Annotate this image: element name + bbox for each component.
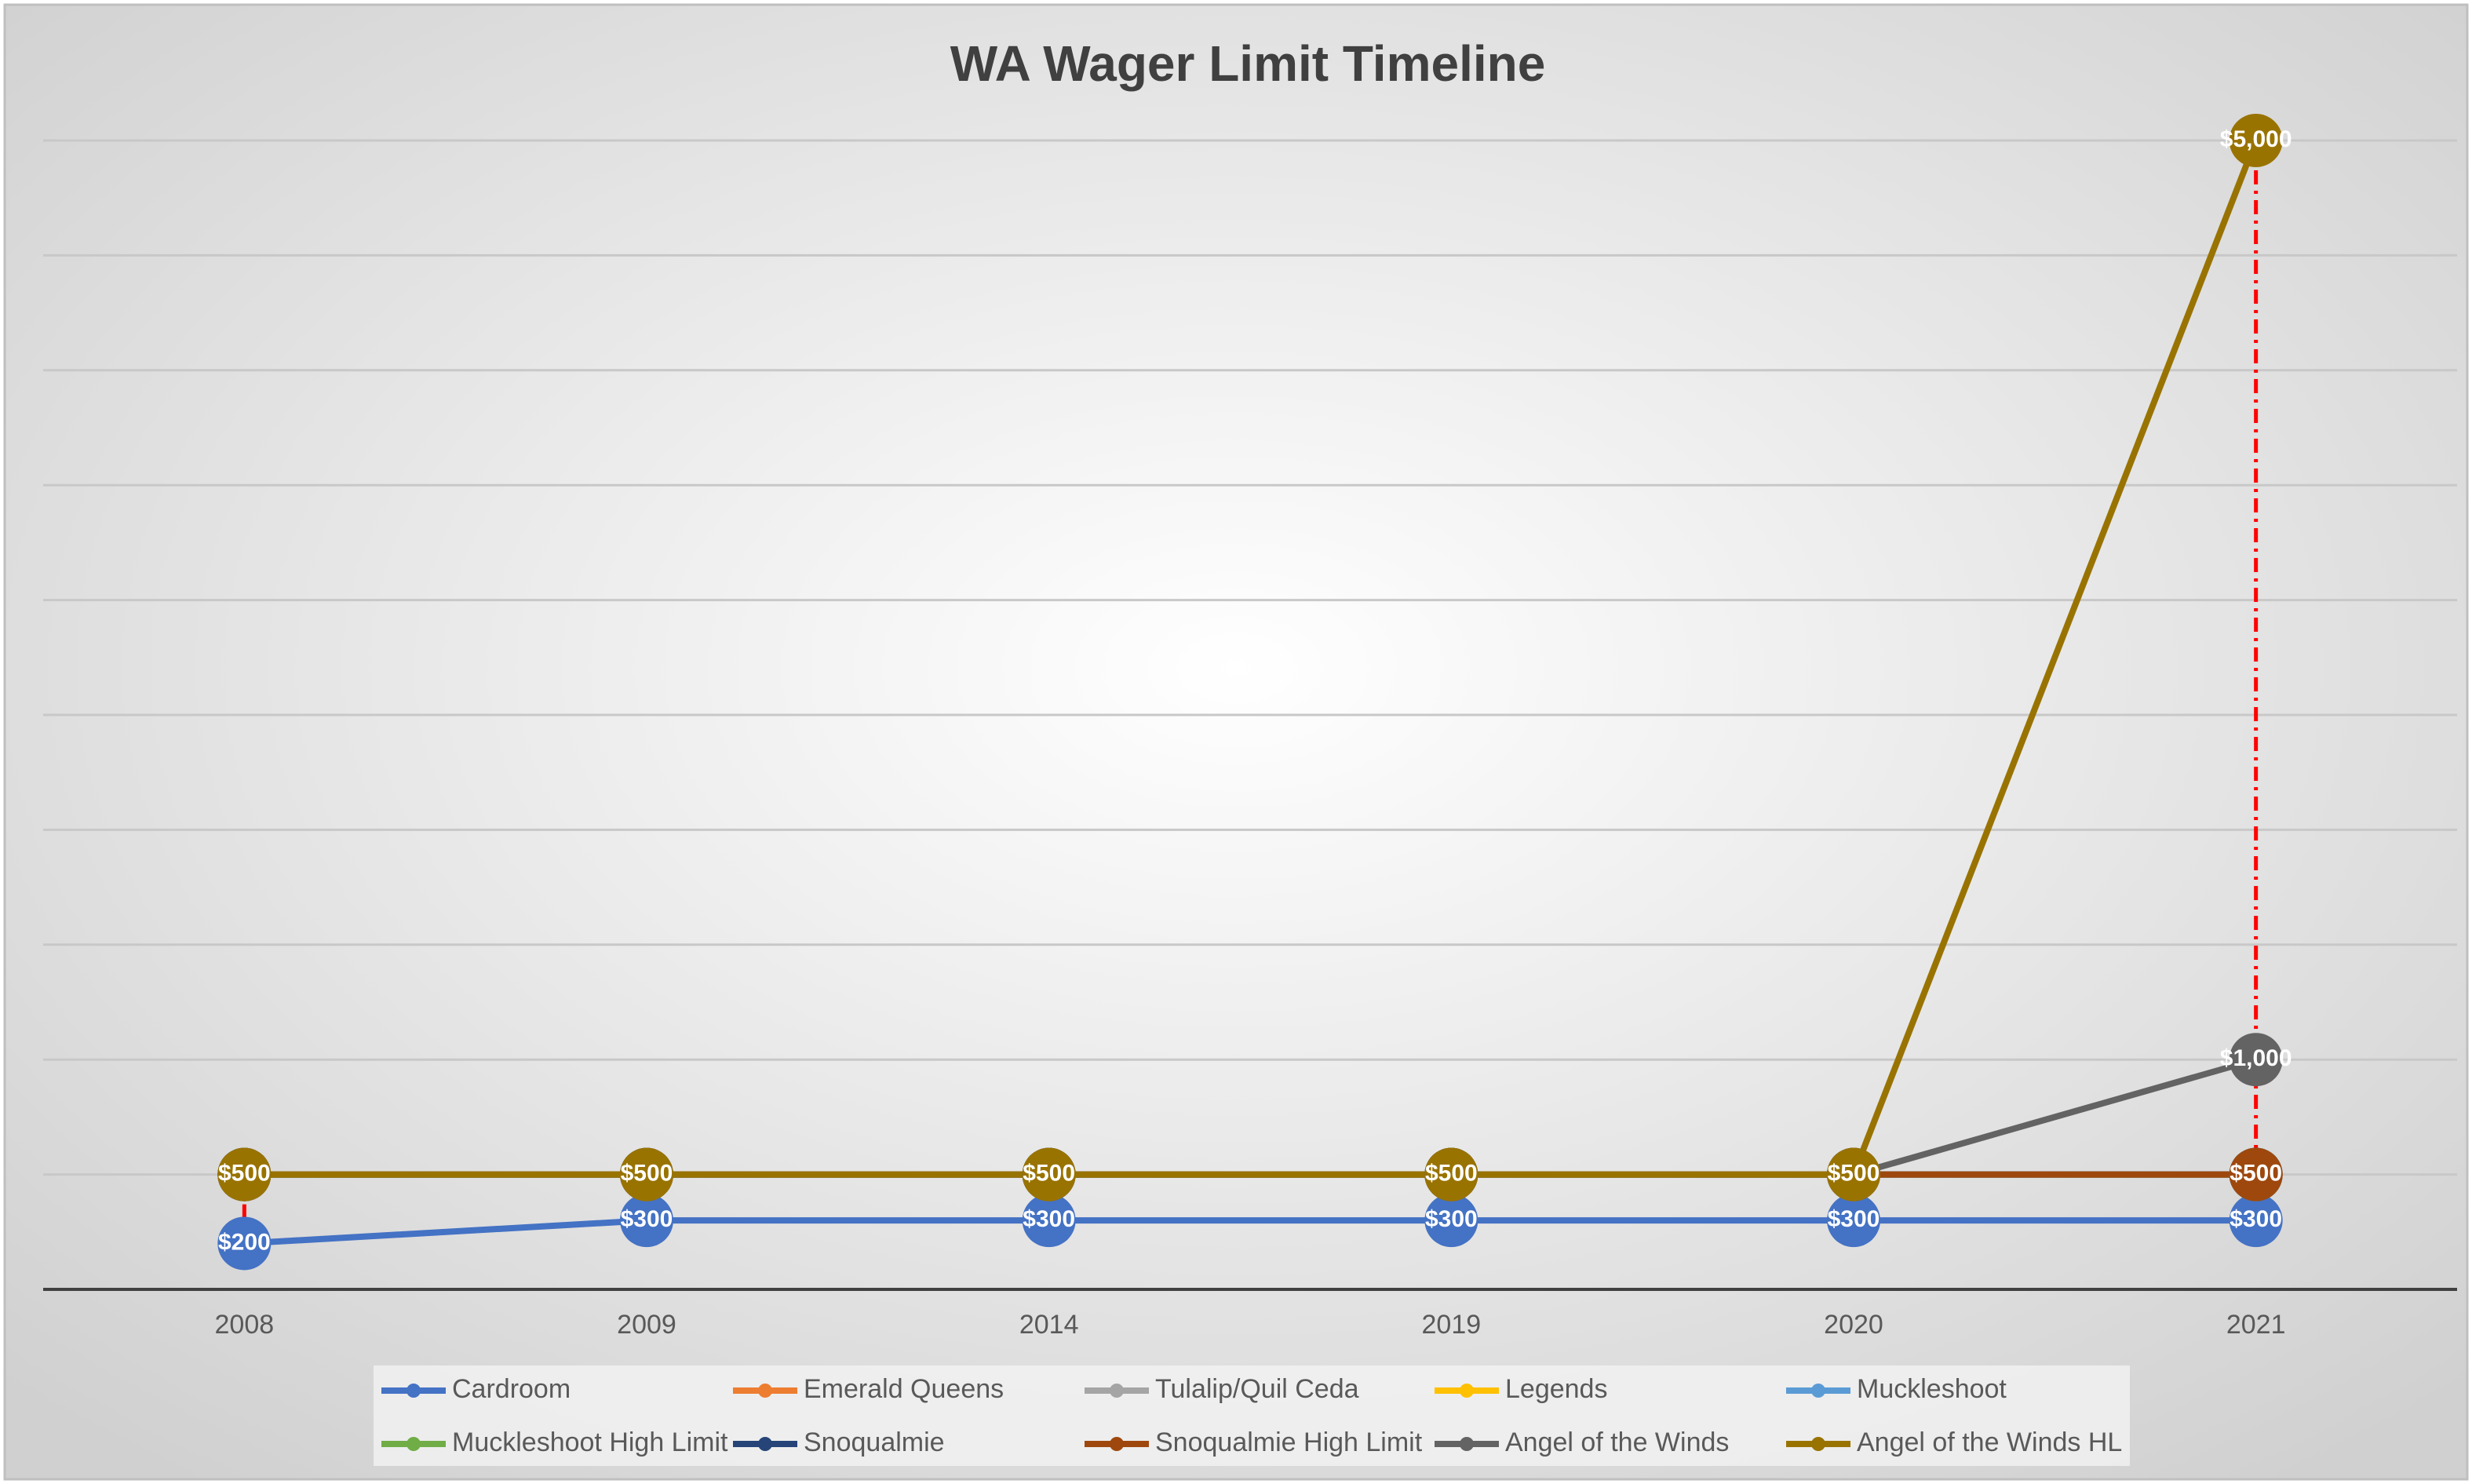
data-label: $500: [218, 1161, 271, 1187]
legend-label: Cardroom: [452, 1374, 571, 1404]
marker: [620, 1194, 673, 1248]
series-line: [244, 1217, 2256, 1247]
legend-label: Angel of the Winds HL: [1857, 1427, 2122, 1457]
marker: [1022, 1147, 1076, 1201]
marker: [217, 1147, 272, 1201]
data-label: $300: [1023, 1206, 1075, 1232]
marker: [2229, 1147, 2283, 1201]
legend-marker: [758, 1384, 772, 1398]
x-tick-label: 2009: [617, 1310, 676, 1340]
data-label: $500: [2230, 1161, 2282, 1187]
x-tick-label: 2019: [1422, 1310, 1482, 1340]
marker: [1424, 1147, 1478, 1201]
legend-marker: [1460, 1384, 1474, 1398]
legend-marker: [407, 1437, 421, 1451]
data-label: $300: [1828, 1206, 1880, 1232]
legend-label: Snoqualmie: [804, 1427, 945, 1457]
legend-label: Tulalip/Quil Ceda: [1155, 1374, 1359, 1404]
data-label: $300: [621, 1206, 673, 1232]
legend-label: Muckleshoot: [1857, 1374, 2007, 1404]
marker: [1022, 1194, 1076, 1248]
data-label: $500: [1425, 1161, 1478, 1187]
data-label: $300: [1425, 1206, 1478, 1232]
marker: [2229, 1194, 2283, 1248]
legend-marker: [1811, 1437, 1825, 1451]
marker: [2229, 1033, 2283, 1087]
legend-marker: [1110, 1437, 1124, 1451]
marker: [2229, 114, 2283, 167]
chart-title: WA Wager Limit Timeline: [950, 35, 1546, 92]
marker: [620, 1147, 673, 1201]
data-label: $5,000: [2220, 126, 2292, 152]
legend-label: Angel of the Winds: [1505, 1427, 1729, 1457]
series-line: [244, 139, 2259, 1178]
data-label: $500: [1828, 1161, 1880, 1187]
data-label: $1,000: [2220, 1045, 2292, 1071]
chart-background: [3, 3, 2469, 1481]
legend-marker: [407, 1384, 421, 1398]
marker: [217, 1216, 272, 1271]
data-label: $300: [2230, 1206, 2282, 1232]
legend-box: [374, 1365, 2130, 1466]
data-label: $200: [218, 1229, 271, 1255]
data-label: $500: [1023, 1161, 1075, 1187]
legend-marker: [1460, 1437, 1474, 1451]
legend-label: Emerald Queens: [804, 1374, 1004, 1404]
x-tick-label: 2014: [1019, 1310, 1079, 1340]
marker: [1424, 1194, 1478, 1248]
marker: [1827, 1147, 1880, 1201]
legend-marker: [1811, 1384, 1825, 1398]
x-tick-label: 2021: [2226, 1310, 2286, 1340]
data-label: $500: [621, 1161, 673, 1187]
marker: [1827, 1194, 1880, 1248]
x-tick-label: 2008: [215, 1310, 275, 1340]
legend-label: Legends: [1505, 1374, 1607, 1404]
legend-marker: [758, 1437, 772, 1451]
legend-label: Snoqualmie High Limit: [1155, 1427, 1423, 1457]
x-tick-label: 2020: [1824, 1310, 1883, 1340]
legend-marker: [1110, 1384, 1124, 1398]
legend-label: Muckleshoot High Limit: [452, 1427, 728, 1457]
